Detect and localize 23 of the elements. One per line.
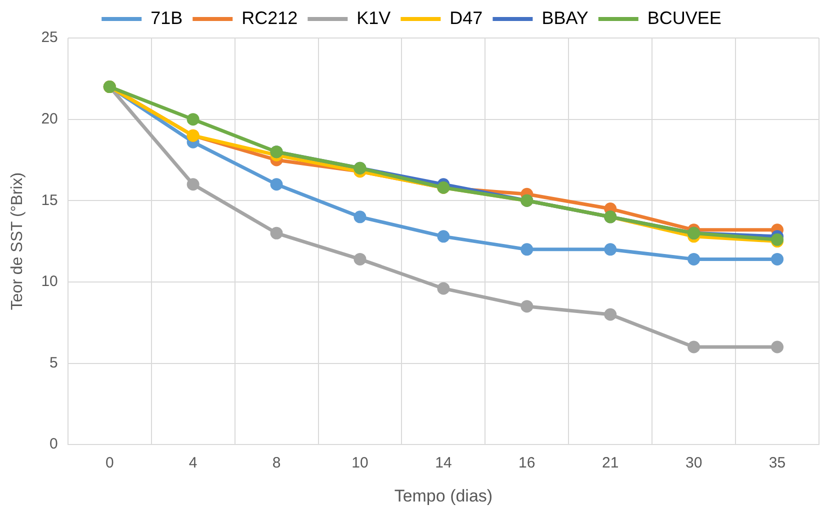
legend-label: D47 <box>450 8 483 28</box>
legend-label: BBAY <box>542 8 588 28</box>
legend-label: RC212 <box>242 8 298 28</box>
x-axis-title: Tempo (dias) <box>394 486 493 506</box>
legend-label: 71B <box>150 8 183 28</box>
x-tick-label: 21 <box>602 454 619 472</box>
y-axis-title: Teor de SST (°Brix) <box>9 172 26 310</box>
x-tick-label: 0 <box>105 454 114 472</box>
x-tick-label: 14 <box>435 454 452 472</box>
x-tick-label: 16 <box>518 454 536 472</box>
y-tick-label: 0 <box>50 436 58 453</box>
y-tick-label: 25 <box>41 29 58 46</box>
x-tick-label: 4 <box>188 454 198 472</box>
x-tick-label: 8 <box>272 454 281 472</box>
y-tick-label: 20 <box>41 110 58 128</box>
x-tick-label: 30 <box>685 454 702 472</box>
x-tick-label: 35 <box>768 454 786 472</box>
x-tick-label: 10 <box>352 454 368 472</box>
legend-label: BCUVEE <box>647 8 722 28</box>
y-tick-label: 10 <box>41 273 58 290</box>
y-tick-label: 15 <box>41 192 58 209</box>
legend-label: K1V <box>356 8 391 28</box>
y-tick-label: 5 <box>50 354 58 372</box>
